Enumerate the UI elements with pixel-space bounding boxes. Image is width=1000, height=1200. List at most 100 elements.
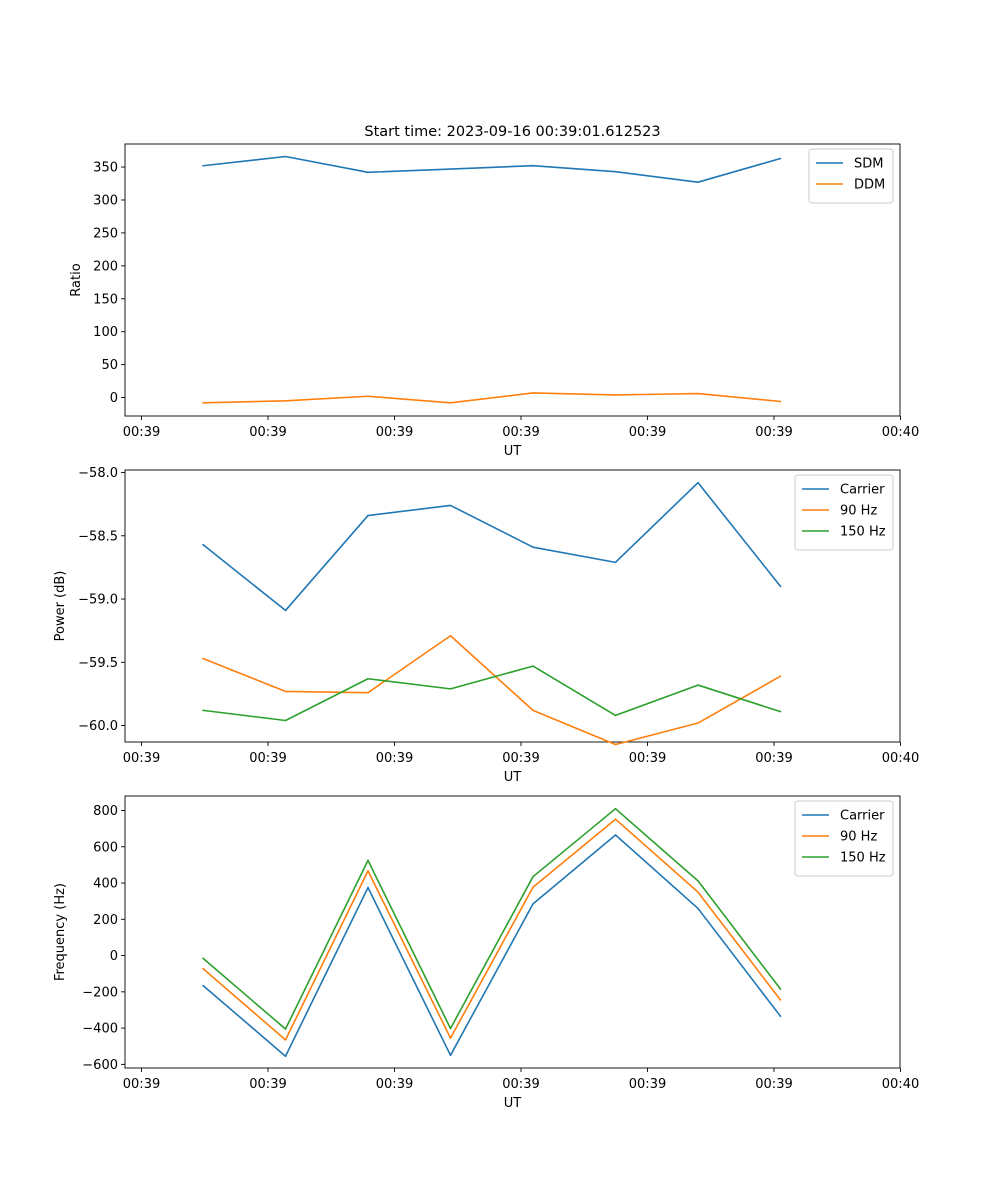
- data-point: [697, 392, 699, 395]
- x-tick-label: 00:39: [629, 1077, 666, 1092]
- data-point: [697, 181, 699, 183]
- y-tick-label: 350: [93, 161, 118, 176]
- data-point: [284, 155, 287, 158]
- legend-label: 90 Hz: [840, 830, 877, 845]
- y-tick-label: 400: [93, 877, 118, 892]
- data-point: [202, 709, 204, 712]
- x-tick-label: 00:39: [376, 751, 413, 766]
- x-tick-label: 00:40: [882, 1077, 919, 1092]
- y-tick-label: 200: [93, 259, 118, 274]
- legend-label: Carrier: [840, 483, 885, 498]
- y-tick-label: −400: [82, 1022, 118, 1037]
- data-point: [697, 481, 699, 484]
- x-tick-label: 00:39: [249, 1077, 286, 1092]
- data-point: [449, 402, 452, 404]
- data-point: [697, 880, 699, 882]
- y-tick-label: −60.0: [78, 719, 118, 734]
- y-tick-label: 0: [110, 949, 118, 964]
- series-line-sdm: [202, 155, 781, 183]
- series-line-150-hz: [202, 807, 782, 1030]
- data-point: [284, 400, 287, 402]
- y-axis-label: Power (dB): [53, 571, 68, 642]
- data-point: [614, 818, 617, 821]
- data-point: [367, 171, 369, 174]
- data-point: [449, 168, 452, 170]
- data-point: [697, 722, 699, 724]
- data-point: [779, 1015, 782, 1018]
- y-tick-label: 300: [93, 193, 118, 208]
- data-point: [367, 514, 369, 517]
- x-axis-label: UT: [504, 444, 522, 459]
- x-tick-label: 00:39: [502, 1077, 539, 1092]
- x-tick-label: 00:39: [629, 425, 666, 440]
- x-tick-label: 00:39: [755, 751, 792, 766]
- data-point: [614, 714, 617, 717]
- data-point: [367, 859, 369, 862]
- data-point: [367, 677, 369, 680]
- axes-frame-frequency: [124, 795, 901, 1069]
- series-line-carrier: [202, 481, 782, 612]
- data-point: [532, 875, 534, 878]
- data-point: [532, 546, 534, 548]
- data-point: [532, 903, 534, 905]
- y-tick-label: 600: [93, 840, 118, 855]
- x-tick-label: 00:40: [882, 425, 919, 440]
- data-point: [779, 157, 782, 160]
- x-tick-label: 00:39: [376, 1077, 413, 1092]
- y-tick-label: 150: [93, 292, 118, 307]
- data-point: [202, 957, 204, 960]
- data-point: [614, 394, 617, 396]
- panel-power: −58.0 −58.5 −59.0 −59.5 −60.0 00:39 00:39 00:39…: [53, 466, 919, 785]
- data-point: [449, 634, 452, 637]
- series-line-90-hz: [202, 818, 782, 1041]
- y-axis-label: Frequency (Hz): [53, 883, 68, 981]
- y-tick-label: −59.5: [78, 656, 118, 671]
- y-tick-label: 100: [93, 325, 118, 340]
- axes-frame-ratio: [124, 143, 901, 417]
- data-point: [614, 170, 617, 173]
- x-tick-label: 00:39: [755, 425, 792, 440]
- data-point: [614, 561, 617, 564]
- series-line-90-hz: [202, 634, 781, 746]
- x-axis-label: UT: [504, 770, 522, 785]
- legend-label: 90 Hz: [840, 504, 877, 519]
- data-point: [284, 1039, 287, 1041]
- y-tick-label: 250: [93, 226, 118, 241]
- data-point: [532, 665, 534, 667]
- x-tick-label: 00:39: [249, 425, 286, 440]
- x-tick-label: 00:39: [376, 425, 413, 440]
- data-point: [449, 688, 452, 690]
- data-point: [779, 585, 782, 588]
- y-tick-label: 50: [101, 358, 118, 373]
- data-point: [284, 1055, 287, 1058]
- y-tick-label: −58.5: [78, 529, 118, 544]
- data-point: [449, 1054, 452, 1057]
- data-point: [202, 984, 204, 987]
- data-point: [284, 1028, 287, 1030]
- legend-label: Carrier: [840, 809, 885, 824]
- x-tick-label: 00:39: [502, 425, 539, 440]
- data-point: [367, 691, 369, 694]
- data-point: [532, 709, 534, 712]
- data-point: [779, 675, 782, 678]
- data-point: [779, 400, 782, 403]
- data-point: [367, 870, 369, 872]
- panel-ratio: 0 50 100 150 200 250 300 350 00:39 00:39 00:39 00:3…: [69, 143, 919, 459]
- figure-title: Start time: 2023-09-16 00:39:01.612523: [364, 124, 660, 140]
- series-line-carrier: [202, 834, 782, 1058]
- y-tick-label: −200: [82, 985, 118, 1000]
- data-point: [614, 743, 617, 746]
- data-point: [532, 886, 534, 889]
- data-point: [367, 886, 369, 889]
- x-tick-label: 00:39: [249, 751, 286, 766]
- y-tick-label: −58.0: [78, 466, 118, 481]
- x-tick-label: 00:39: [123, 425, 160, 440]
- x-tick-label: 00:39: [502, 751, 539, 766]
- data-point: [449, 504, 452, 507]
- data-point: [779, 988, 782, 990]
- legend-label: 150 Hz: [840, 525, 886, 540]
- data-point: [449, 1027, 452, 1030]
- legend-label: SDM: [854, 157, 883, 172]
- data-point: [284, 719, 287, 722]
